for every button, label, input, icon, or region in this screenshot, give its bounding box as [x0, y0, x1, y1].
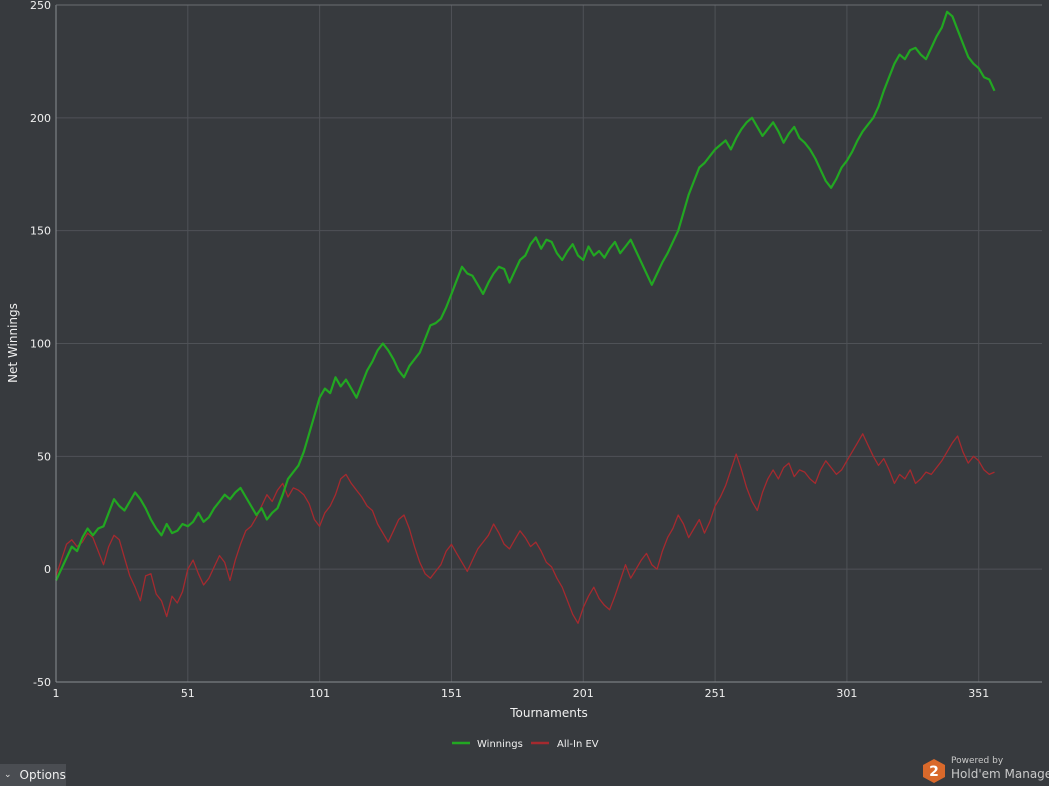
legend-label-winnings: Winnings — [477, 739, 523, 750]
y-tick-label: 50 — [37, 450, 51, 463]
x-tick-label: 351 — [968, 687, 989, 700]
chevron-down-icon: ⌄ — [4, 770, 12, 780]
holdem-manager-logo-icon: 2 — [923, 759, 945, 783]
powered-by-branding: 2 Powered by Hold'em Manager — [922, 756, 1049, 786]
x-tick-label: 51 — [181, 687, 195, 700]
grid-lines — [56, 4, 1042, 682]
x-tick-label: 1 — [53, 687, 60, 700]
y-axis-title: Net Winnings — [6, 303, 20, 383]
y-tick-label: 150 — [30, 225, 51, 238]
x-tick-label: 301 — [836, 687, 857, 700]
y-tick-label: -50 — [33, 676, 51, 689]
y-tick-label: 0 — [44, 563, 51, 576]
legend: Winnings All-In EV — [452, 739, 599, 750]
x-tick-label: 251 — [705, 687, 726, 700]
options-label: Options — [19, 768, 66, 782]
logo-badge-text: 2 — [929, 764, 939, 780]
y-tick-label: 200 — [30, 112, 51, 125]
x-tick-label: 101 — [309, 687, 330, 700]
legend-label-all-in-ev: All-In EV — [557, 739, 599, 750]
y-tick-label: 250 — [30, 0, 51, 12]
powered-by-text: Powered by — [951, 756, 1004, 766]
y-tick-label: 100 — [30, 338, 51, 351]
series-line-winnings — [55, 10, 996, 581]
options-button[interactable]: ⌄ Options — [0, 764, 66, 786]
series-lines — [55, 10, 996, 624]
axes — [55, 4, 1042, 683]
legend-item-all-in-ev[interactable]: All-In EV — [531, 739, 599, 750]
x-tick-label: 201 — [573, 687, 594, 700]
series-line-all-in-ev — [55, 433, 995, 624]
legend-item-winnings[interactable]: Winnings — [452, 739, 523, 750]
x-tick-label: 151 — [441, 687, 462, 700]
x-axis-title: Tournaments — [509, 706, 588, 720]
brand-name: Hold'em Manager — [951, 767, 1049, 781]
